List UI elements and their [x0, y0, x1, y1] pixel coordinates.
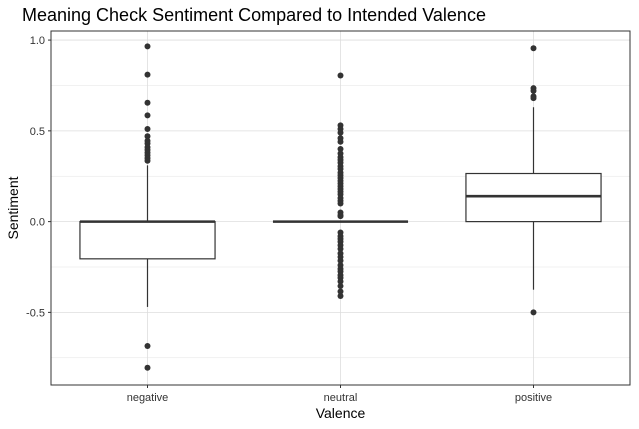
outlier-point: [337, 200, 344, 207]
outlier-point: [144, 71, 151, 78]
box-neutral: [272, 72, 409, 300]
outlier-point: [337, 293, 344, 300]
outlier-point: [337, 283, 344, 290]
outlier-point: [337, 129, 344, 136]
outlier-point: [144, 43, 151, 50]
outlier-point: [530, 95, 537, 102]
outlier-point: [144, 157, 151, 164]
boxes: [79, 43, 602, 371]
outlier-point: [337, 72, 344, 79]
box-positive: [465, 45, 602, 316]
x-tick-label: neutral: [324, 392, 358, 404]
outlier-point: [144, 364, 151, 371]
x-tick-label: negative: [127, 392, 169, 404]
y-tick-label: 1.0: [30, 35, 45, 47]
outlier-point: [144, 112, 151, 119]
outlier-point: [530, 45, 537, 52]
outlier-point: [337, 213, 344, 220]
outlier-point: [337, 245, 344, 252]
y-tick-label: 0.5: [30, 126, 45, 138]
outlier-point: [530, 309, 537, 316]
outlier-point: [144, 126, 151, 133]
outlier-point: [337, 278, 344, 285]
y-axis-ticks: -0.5 0.0 0.5 1.0: [26, 35, 51, 319]
y-tick-label: 0.0: [30, 217, 45, 229]
x-axis-ticks: negative neutral positive: [127, 385, 552, 404]
outlier-point: [144, 99, 151, 106]
outlier-point: [337, 138, 344, 145]
outlier-point: [144, 133, 151, 140]
chart-title: Meaning Check Sentiment Compared to Inte…: [22, 5, 486, 25]
outlier-point: [337, 146, 344, 152]
x-tick-label: positive: [515, 392, 552, 404]
y-axis-title: Sentiment: [5, 176, 21, 239]
outlier-point: [337, 257, 344, 264]
y-tick-label: -0.5: [26, 307, 45, 319]
outlier-point: [144, 342, 151, 349]
x-axis-title: Valence: [316, 405, 366, 421]
box-body: [465, 172, 602, 223]
box-body: [79, 221, 216, 260]
outlier-point: [337, 288, 344, 295]
box-negative: [79, 43, 216, 371]
outlier-point: [530, 87, 537, 94]
